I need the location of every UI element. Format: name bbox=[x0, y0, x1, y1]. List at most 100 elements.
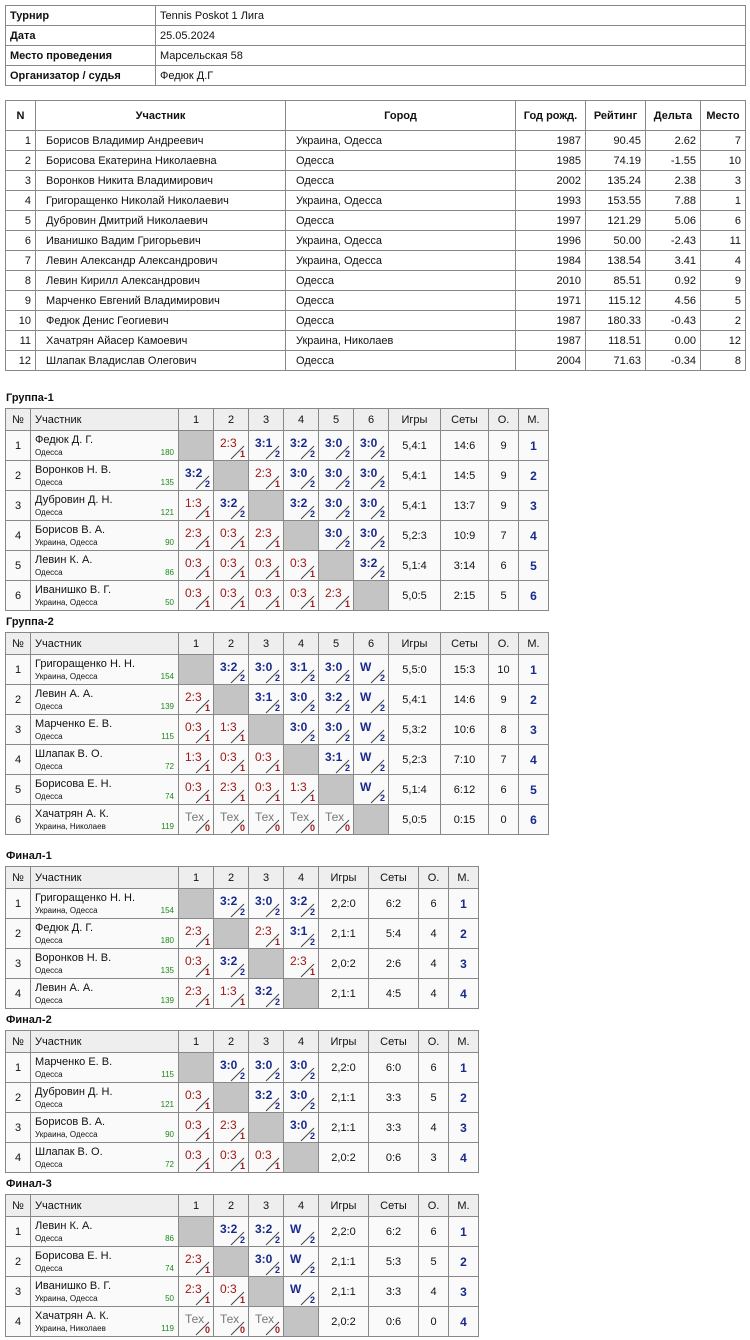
game-cell: 3:2 2 bbox=[283, 430, 319, 461]
slash-line bbox=[300, 595, 315, 610]
game-score: 3:1 bbox=[290, 924, 308, 938]
player-rating: 90 bbox=[165, 538, 174, 547]
header-cell: Участник bbox=[30, 632, 179, 655]
game-score: W bbox=[360, 690, 372, 704]
game-score: 3:0 bbox=[255, 1252, 273, 1266]
cell: 2002 bbox=[515, 170, 586, 191]
player-city: Одесса bbox=[35, 448, 63, 457]
participant-row: 8 Левин Кирилл Александрович Одесса 2010 85.… bbox=[5, 270, 746, 291]
header-cell: 3 bbox=[248, 1194, 284, 1217]
player-rating: 72 bbox=[165, 762, 174, 771]
header-cell: Сеты bbox=[440, 408, 489, 431]
slash bbox=[265, 669, 280, 684]
slash bbox=[230, 669, 245, 684]
row-number: 4 bbox=[5, 1142, 31, 1173]
player-rating: 119 bbox=[161, 822, 174, 831]
game-score: 0:3 bbox=[185, 1118, 202, 1132]
row-number: 1 bbox=[5, 430, 31, 461]
name-cell: Иванишко В. Г. Украина, Одесса 50 bbox=[30, 580, 179, 611]
slash-line bbox=[195, 565, 210, 580]
game-cell: 3:0 2 bbox=[353, 460, 389, 491]
game-points: 1 bbox=[204, 967, 210, 977]
game-cell: 3:0 2 bbox=[353, 520, 389, 551]
game-points: 1 bbox=[309, 599, 315, 609]
game-cell: 3:2 2 bbox=[353, 550, 389, 581]
game-points: 2 bbox=[379, 733, 385, 743]
name-cell: Марченко Е. В. Одесса 115 bbox=[30, 714, 179, 745]
game-points: 1 bbox=[204, 733, 210, 743]
game-score: 0:3 bbox=[255, 750, 272, 764]
game-cell: Тех 0 bbox=[248, 1306, 284, 1337]
slash bbox=[195, 595, 210, 610]
game-cell: 0:3 1 bbox=[178, 1142, 214, 1173]
game-score: 2:3 bbox=[185, 1282, 202, 1296]
player-city: Одесса bbox=[35, 1160, 63, 1169]
header-cell: М. bbox=[448, 1194, 479, 1217]
info-label: Организатор / судья bbox=[5, 65, 156, 86]
group-row: 2 Воронков Н. В. Одесса 135 3:2 2 2:3 1 3:0 2 3:0 2… bbox=[5, 460, 549, 491]
game-cell: 3:0 2 bbox=[318, 714, 354, 745]
game-points: 1 bbox=[204, 763, 210, 773]
slash-line bbox=[300, 933, 315, 948]
game-points: 2 bbox=[379, 793, 385, 803]
name-cell: Борисов В. А. Украина, Одесса 90 bbox=[30, 520, 179, 551]
game-score: 3:0 bbox=[325, 720, 343, 734]
name-cell: Шлапак В. О. Одесса 72 bbox=[30, 1142, 179, 1173]
cell: 10 bbox=[5, 310, 36, 331]
player-rating: 50 bbox=[165, 1294, 174, 1303]
group-row: 4 Хачатрян А. К. Украина, Николаев 119 Тех 0 Т… bbox=[5, 1306, 479, 1337]
row-number: 2 bbox=[5, 918, 31, 949]
cell: 121.29 bbox=[585, 210, 646, 231]
cell: 6 bbox=[700, 210, 746, 231]
player-rating: 115 bbox=[161, 732, 174, 741]
game-cell bbox=[178, 888, 214, 919]
slash bbox=[230, 595, 245, 610]
cell: 2.62 bbox=[645, 130, 701, 151]
slash-line bbox=[300, 505, 315, 520]
game-points: 2 bbox=[379, 763, 385, 773]
row-number: 4 bbox=[5, 978, 31, 1009]
name-cell: Левин А. А. Одесса 139 bbox=[30, 684, 179, 715]
game-score: Тех bbox=[185, 1312, 205, 1326]
game-points: 2 bbox=[309, 937, 315, 947]
game-score: 3:0 bbox=[360, 436, 378, 450]
game-points: 2 bbox=[379, 673, 385, 683]
game-cell bbox=[248, 1276, 284, 1307]
cell: Одесса bbox=[285, 350, 516, 371]
group-row: 4 Левин А. А. Одесса 139 2:3 1 1:3 1 3:2 2 2,1:1 4:… bbox=[5, 978, 479, 1009]
slash bbox=[230, 729, 245, 744]
header-cell: О. bbox=[488, 632, 519, 655]
place: 2 bbox=[448, 918, 479, 949]
player-rating: 86 bbox=[165, 1234, 174, 1243]
row-number: 1 bbox=[5, 888, 31, 919]
header-cell: М. bbox=[518, 632, 549, 655]
game-score: 3:2 bbox=[290, 496, 308, 510]
game-points: 1 bbox=[204, 1265, 210, 1275]
group-row: 6 Иванишко В. Г. Украина, Одесса 50 0:3 1 0:3 1… bbox=[5, 580, 549, 611]
header-cell: 1 bbox=[178, 1194, 214, 1217]
participant-row: 6 Иванишко Вадим Григорьевич Украина, Одес… bbox=[5, 230, 746, 251]
game-cell: 0:3 1 bbox=[178, 714, 214, 745]
game-points: 1 bbox=[204, 599, 210, 609]
slash bbox=[265, 1321, 280, 1336]
slash-line bbox=[265, 1067, 280, 1082]
game-points: 2 bbox=[309, 1265, 315, 1275]
group-row: 1 Левин К. А. Одесса 86 3:2 2 3:2 2 W 2 2,2:0 6:2 6 1 bbox=[5, 1216, 479, 1247]
game-points: 1 bbox=[344, 599, 350, 609]
cell: 1 bbox=[700, 190, 746, 211]
game-points: 2 bbox=[344, 673, 350, 683]
game-score: 3:0 bbox=[325, 466, 343, 480]
game-points: 1 bbox=[204, 793, 210, 803]
player-rating: 139 bbox=[160, 996, 174, 1005]
cell: 1987 bbox=[515, 330, 586, 351]
slash bbox=[300, 729, 315, 744]
game-cell: 1:3 1 bbox=[213, 978, 249, 1009]
player-rating: 135 bbox=[160, 478, 174, 487]
slash bbox=[300, 963, 315, 978]
game-points: 0 bbox=[239, 823, 245, 833]
game-cell: 3:0 2 bbox=[318, 430, 354, 461]
player-name: Иванишко В. Г. bbox=[35, 584, 112, 596]
game-points: 0 bbox=[204, 1325, 210, 1335]
